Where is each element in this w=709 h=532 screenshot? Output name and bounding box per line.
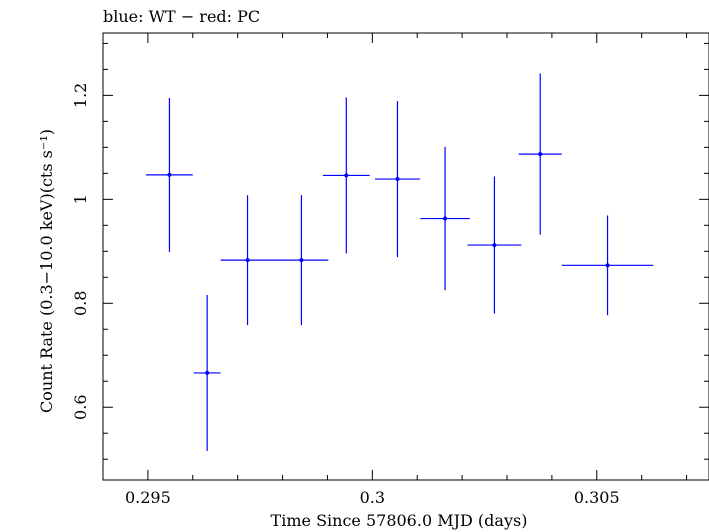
data-series-wt [146,73,654,451]
data-point [146,97,193,252]
y-tick-label: 1.2 [71,83,90,108]
point-marker [395,177,400,182]
point-marker [167,172,172,177]
point-marker [299,258,304,263]
data-point [467,176,522,314]
x-tick-label: 0.305 [574,488,620,507]
point-marker [492,243,497,248]
point-marker [344,173,349,178]
data-point [561,215,654,316]
y-tick-label: 1 [71,194,90,204]
plot-frame [102,32,709,481]
x-axis: 0.295 0.3 0.305 [102,33,688,507]
point-marker [245,258,250,263]
point-marker [538,152,543,157]
data-point [322,97,370,254]
point-marker [605,263,610,268]
chart-title: blue: WT − red: PC [103,7,260,26]
data-point [274,195,329,326]
data-point [193,294,221,451]
data-point [220,195,275,326]
data-point [518,73,562,235]
data-point [420,146,470,291]
x-tick-label: 0.3 [360,488,385,507]
y-axis: 0.6 0.8 1 1.2 [71,42,709,460]
point-marker [205,370,210,375]
point-marker [443,216,448,221]
y-tick-label: 0.6 [71,395,90,420]
x-tick-label: 0.295 [125,488,171,507]
y-tick-label: 0.8 [71,291,90,316]
data-point [375,101,420,258]
y-axis-title: Count Rate (0.3−10.0 keV)(cts s⁻¹) [37,129,56,413]
x-axis-title: Time Since 57806.0 MJD (days) [271,511,528,530]
